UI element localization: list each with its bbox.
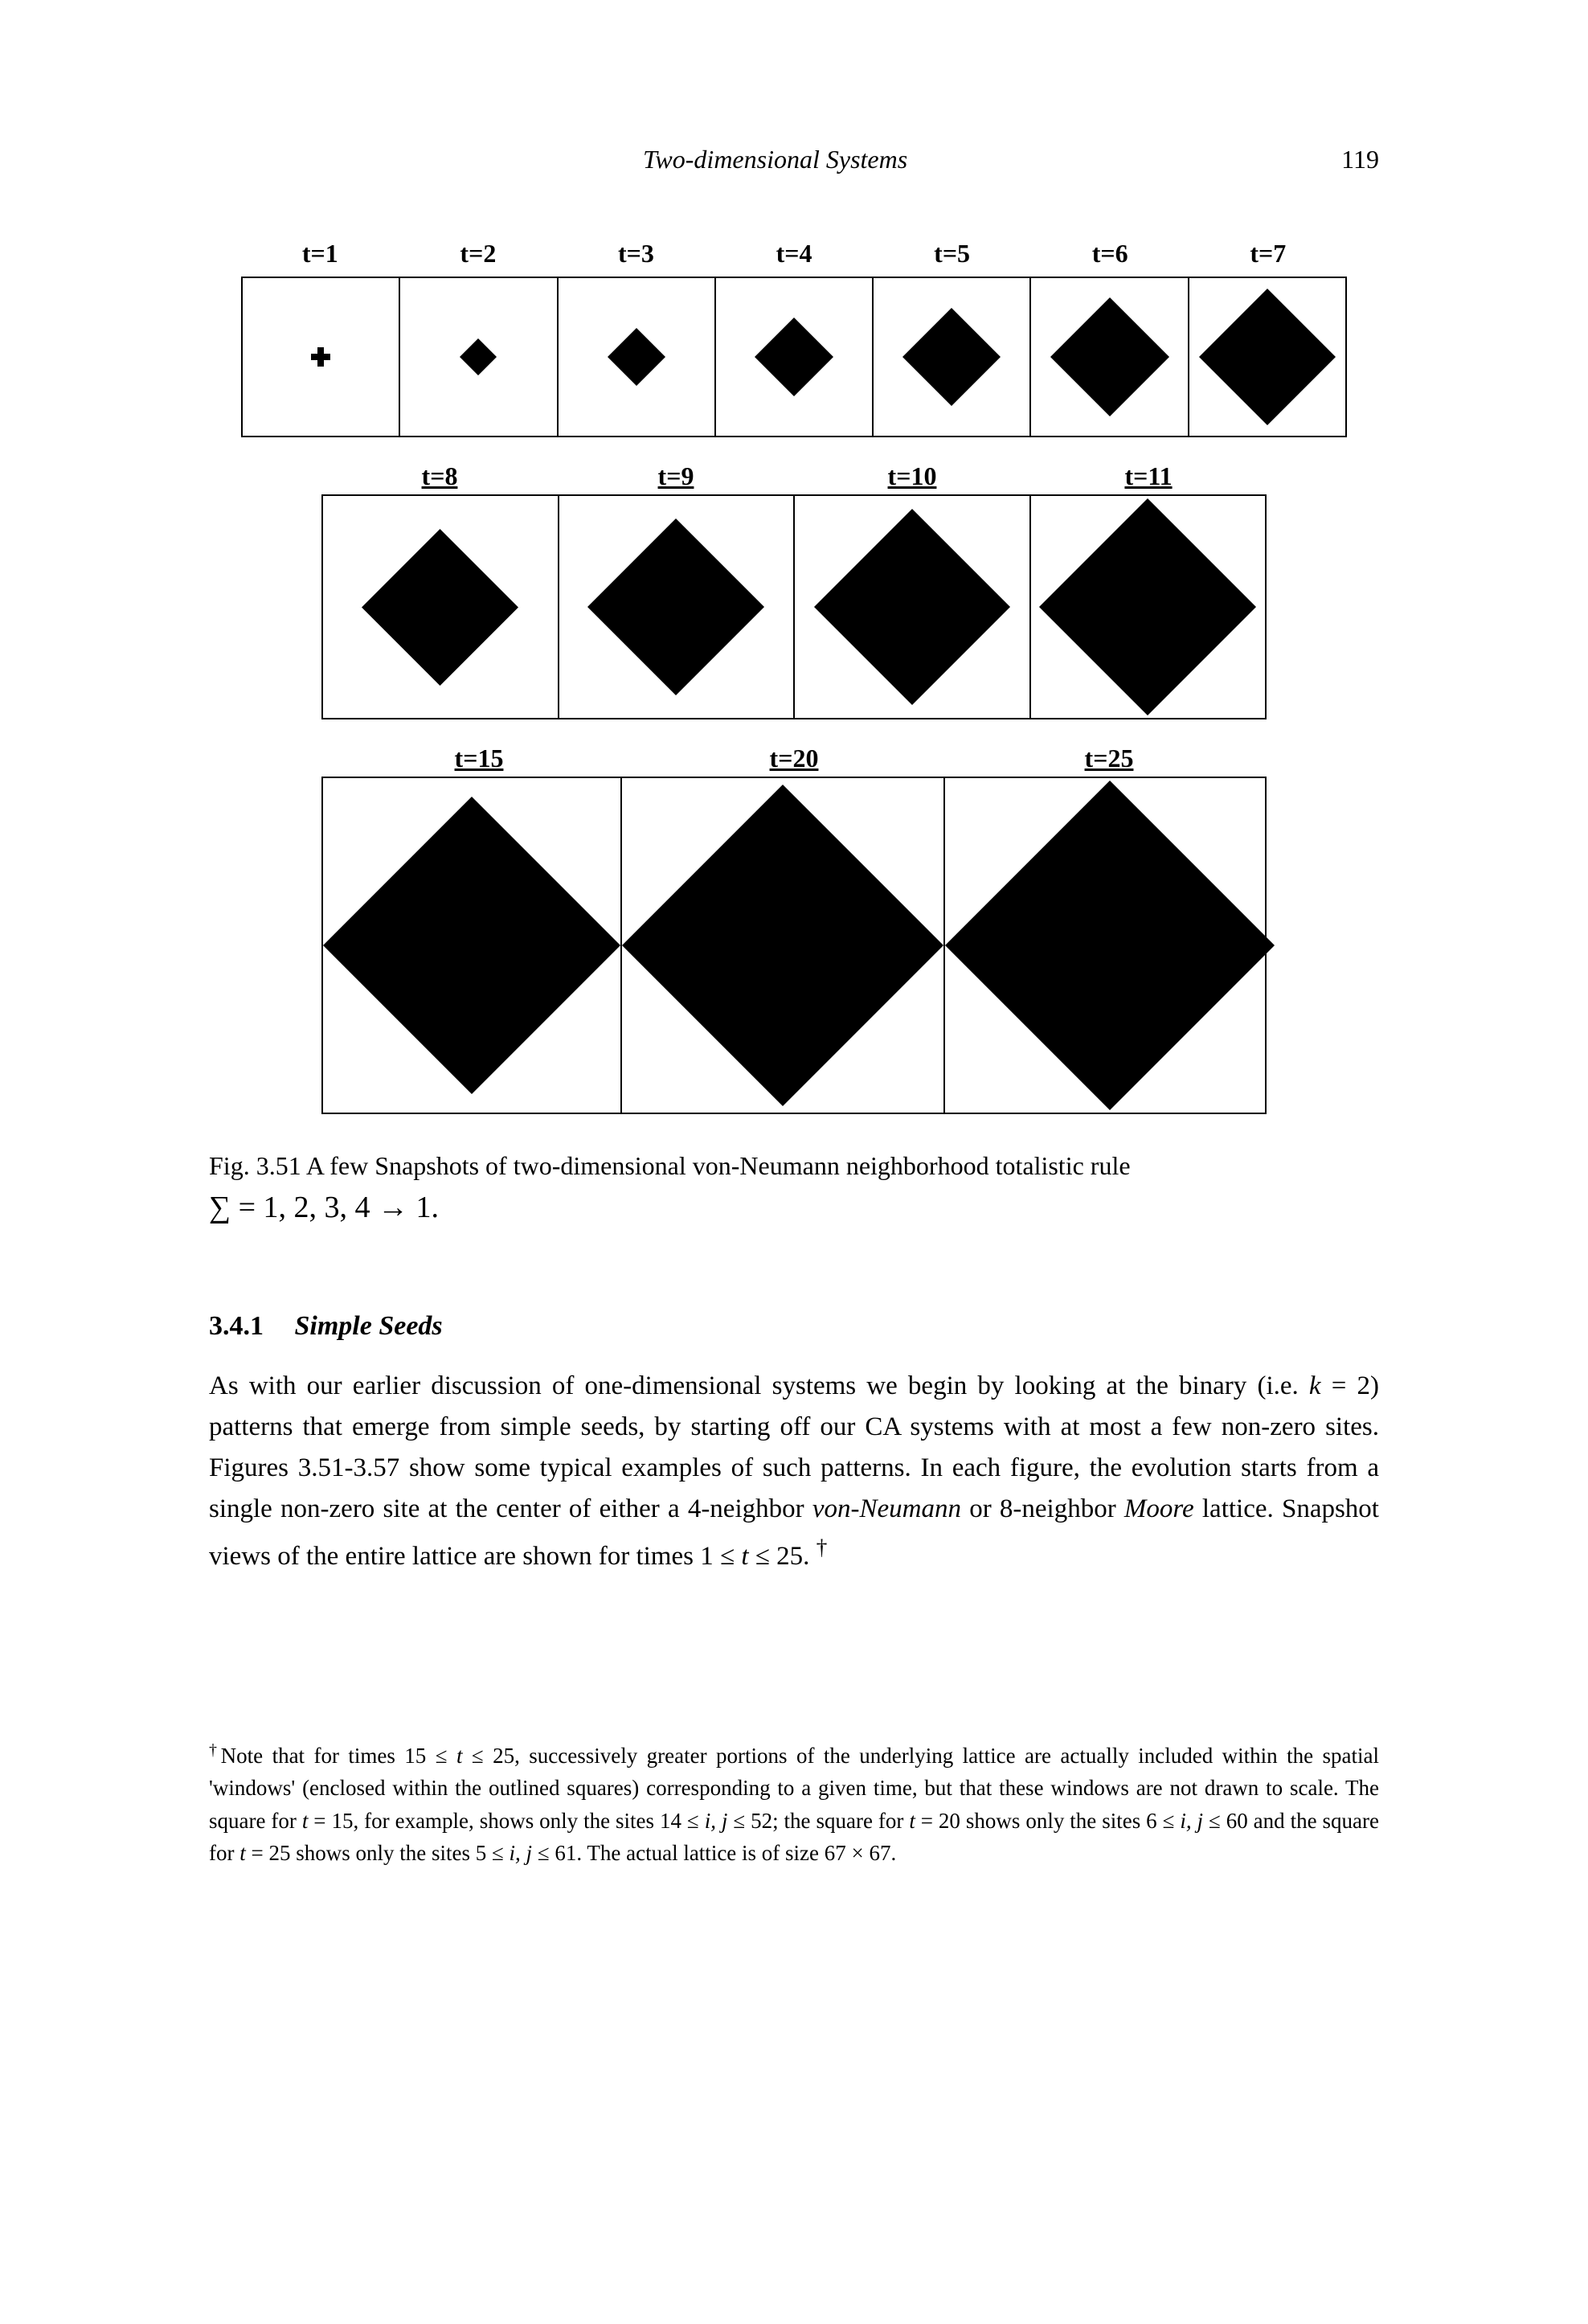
snapshot-cell xyxy=(243,278,400,436)
row1-panels xyxy=(241,277,1347,437)
time-label: t=1 xyxy=(241,239,399,268)
diamond-icon xyxy=(945,781,1275,1110)
time-label: t=20 xyxy=(636,744,952,773)
diamond-icon xyxy=(323,797,620,1094)
snapshot-cell xyxy=(716,278,874,436)
diamond-icon xyxy=(622,785,943,1106)
section-title: Simple Seeds xyxy=(295,1311,443,1341)
row2-panels xyxy=(321,494,1267,719)
diamond-icon xyxy=(311,347,330,367)
diamond-icon xyxy=(755,318,833,396)
section-heading: 3.4.1 Simple Seeds xyxy=(209,1311,1379,1342)
row2-labels: t=8 t=9 t=10 t=11 xyxy=(321,461,1267,491)
snapshot-cell xyxy=(559,496,796,718)
diamond-icon xyxy=(460,338,497,375)
time-label: t=10 xyxy=(794,461,1030,491)
diamond-icon xyxy=(1050,297,1169,416)
diamond-icon xyxy=(1199,289,1336,425)
diamond-icon xyxy=(362,529,518,686)
time-label: t=8 xyxy=(321,461,558,491)
snapshot-cell xyxy=(559,278,716,436)
page-header: Two-dimensional Systems 119 xyxy=(209,145,1379,174)
body-paragraph: As with our earlier discussion of one-di… xyxy=(209,1366,1379,1577)
row3-labels: t=15 t=20 t=25 xyxy=(321,744,1267,773)
row3-panels xyxy=(321,777,1267,1114)
snapshot-cell xyxy=(874,278,1031,436)
section-number: 3.4.1 xyxy=(209,1311,264,1341)
time-label: t=7 xyxy=(1189,239,1347,268)
time-label: t=11 xyxy=(1030,461,1267,491)
footnote: †Note that for times 15 ≤ t ≤ 25, succes… xyxy=(209,1738,1379,1870)
time-label: t=3 xyxy=(557,239,715,268)
figure-3-51: t=1 t=2 t=3 t=4 t=5 t=6 t=7 t=8 t=9 t=10… xyxy=(209,239,1379,1114)
figure-caption: Fig. 3.51 A few Snapshots of two-dimensi… xyxy=(209,1146,1379,1231)
snapshot-cell xyxy=(795,496,1031,718)
snapshot-cell xyxy=(400,278,558,436)
diamond-icon xyxy=(814,509,1010,705)
diamond-icon xyxy=(902,308,1001,406)
diamond-icon xyxy=(608,328,665,386)
running-title: Two-dimensional Systems xyxy=(643,145,907,174)
snapshot-cell xyxy=(323,496,559,718)
page-number: 119 xyxy=(1341,145,1379,174)
snapshot-cell xyxy=(945,778,1275,1113)
time-label: t=6 xyxy=(1031,239,1189,268)
snapshot-cell xyxy=(1031,278,1189,436)
snapshot-cell xyxy=(622,778,945,1113)
snapshot-cell xyxy=(1189,278,1345,436)
time-label: t=5 xyxy=(873,239,1031,268)
snapshot-cell xyxy=(1031,496,1266,718)
row1-labels: t=1 t=2 t=3 t=4 t=5 t=6 t=7 xyxy=(209,239,1379,268)
caption-formula: ∑ = 1, 2, 3, 4 → 1. xyxy=(209,1191,439,1224)
time-label: t=9 xyxy=(558,461,794,491)
time-label: t=2 xyxy=(399,239,558,268)
time-label: t=4 xyxy=(715,239,874,268)
time-label: t=15 xyxy=(321,744,636,773)
diamond-icon xyxy=(587,518,764,695)
time-label: t=25 xyxy=(952,744,1267,773)
snapshot-cell xyxy=(323,778,622,1113)
caption-text: Fig. 3.51 A few Snapshots of two-dimensi… xyxy=(209,1151,1131,1180)
diamond-icon xyxy=(1039,498,1256,715)
